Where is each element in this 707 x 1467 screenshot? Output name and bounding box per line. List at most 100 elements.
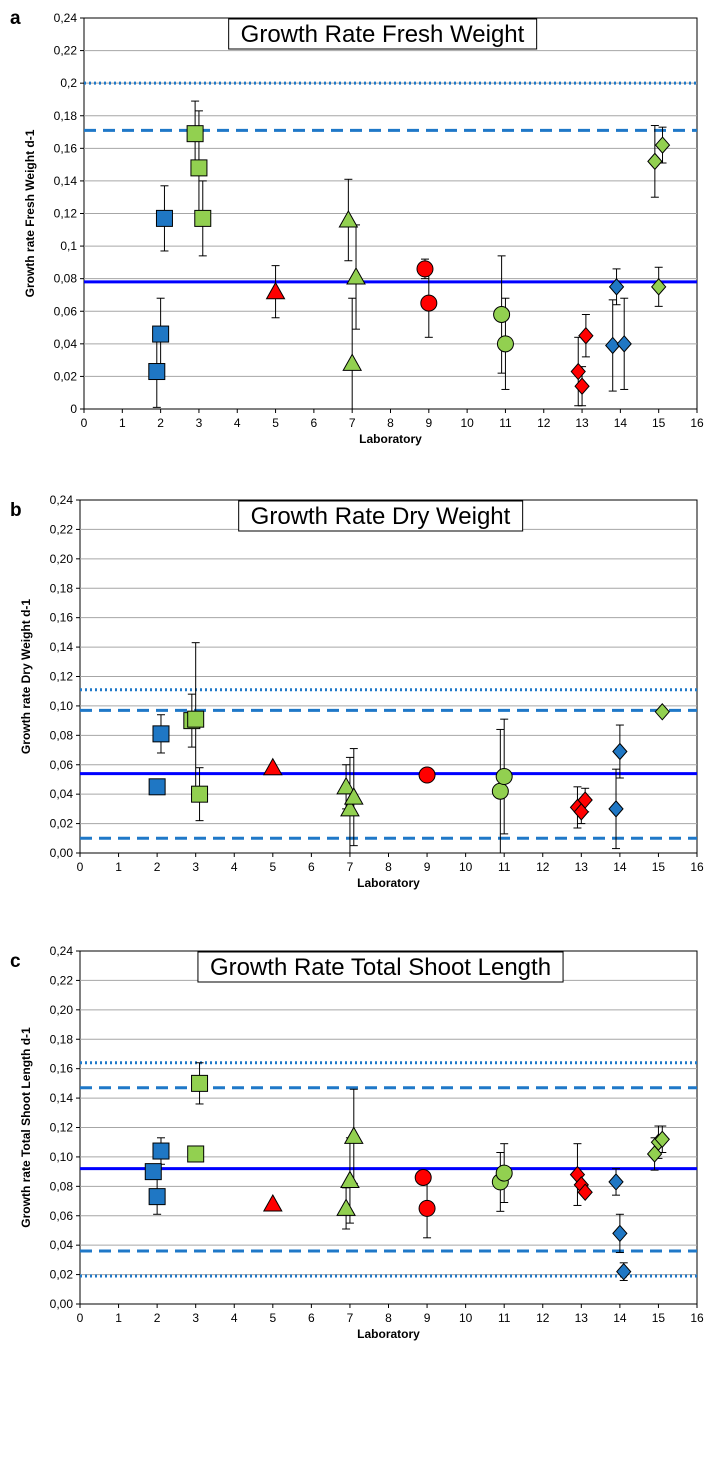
data-point-triangle [343, 787, 364, 805]
x-tick-label: 8 [385, 860, 392, 874]
data-point-square [148, 1188, 166, 1206]
x-tick-label: 6 [308, 1311, 315, 1325]
data-point-square [152, 325, 170, 343]
y-tick-label: 0 [70, 402, 77, 416]
data-point-circle [495, 768, 513, 786]
x-axis-label: Laboratory [357, 1327, 420, 1341]
data-point-triangle [265, 281, 286, 300]
x-tick-label: 6 [311, 416, 318, 430]
data-point-diamond [608, 800, 624, 818]
x-tick-label: 1 [115, 860, 122, 874]
y-tick-label: 0,16 [50, 611, 74, 625]
y-tick-label: 0,06 [54, 304, 78, 318]
x-tick-label: 3 [192, 1311, 199, 1325]
data-point-diamond [651, 278, 667, 296]
x-tick-label: 4 [231, 860, 238, 874]
x-tick-label: 5 [269, 860, 276, 874]
y-tick-label: 0,06 [50, 1209, 74, 1223]
x-tick-label: 16 [690, 860, 704, 874]
data-point-circle [418, 1199, 436, 1217]
x-tick-label: 8 [387, 416, 394, 430]
y-tick-label: 0,18 [50, 1032, 74, 1046]
data-point-diamond [574, 377, 590, 395]
y-tick-label: 0,04 [50, 787, 74, 801]
data-point-triangle [262, 757, 283, 776]
x-tick-label: 12 [537, 416, 551, 430]
x-tick-label: 14 [613, 860, 627, 874]
data-point-square [186, 125, 204, 143]
y-tick-label: 0,10 [50, 699, 74, 713]
y-tick-label: 0,22 [50, 973, 74, 987]
y-tick-label: 0,14 [54, 174, 78, 188]
y-tick-label: 0,20 [50, 552, 74, 566]
y-tick-label: 0,1 [60, 239, 77, 253]
x-tick-label: 7 [347, 860, 354, 874]
y-tick-label: 0,12 [50, 1121, 74, 1135]
x-tick-label: 0 [81, 416, 88, 430]
data-point-square [148, 778, 166, 796]
data-point-diamond [654, 136, 671, 154]
x-tick-label: 0 [77, 1311, 84, 1325]
x-tick-label: 7 [347, 1311, 354, 1325]
data-point-triangle [338, 209, 359, 228]
y-axis-label: Growth rate Fresh Weight d-1 [23, 129, 37, 297]
data-point-circle [496, 335, 514, 353]
panel-a: 0 0,02 0,04 0,06 0,08 0,1 0,12 0,14 0,16 0,18 0,2 0… [10, 8, 704, 446]
x-tick-label: 4 [234, 416, 241, 430]
x-tick-label: 11 [499, 416, 512, 430]
data-point-circle [491, 782, 509, 800]
panel-label: b [10, 500, 22, 521]
data-point-square [152, 725, 170, 743]
x-tick-label: 5 [272, 416, 279, 430]
y-tick-label: 0,00 [50, 846, 74, 860]
data-point-diamond [612, 1224, 628, 1243]
x-tick-label: 2 [154, 1311, 161, 1325]
chart-title: Growth Rate Fresh Weight [241, 21, 525, 48]
y-tick-label: 0,14 [50, 640, 74, 654]
x-tick-label: 15 [652, 860, 666, 874]
data-point-diamond [577, 1183, 593, 1201]
x-tick-label: 12 [536, 860, 550, 874]
x-tick-label: 11 [498, 860, 511, 874]
data-point-square [190, 159, 208, 177]
y-tick-label: 0,24 [50, 493, 74, 507]
y-tick-label: 0,22 [50, 522, 74, 536]
y-tick-label: 0,08 [50, 728, 74, 742]
y-tick-label: 0,10 [50, 1150, 74, 1164]
data-point-circle [493, 306, 511, 324]
data-point-circle [420, 294, 438, 312]
y-axis-label: Growth rate Dry Weight d-1 [19, 599, 33, 754]
data-point-square [187, 1145, 205, 1163]
y-tick-label: 0,02 [50, 817, 74, 831]
x-tick-label: 9 [424, 860, 431, 874]
title-box [238, 500, 524, 532]
y-tick-label: 0,20 [50, 1003, 74, 1017]
y-tick-label: 0,02 [54, 369, 78, 383]
x-tick-label: 4 [231, 1311, 238, 1325]
data-point-square [187, 710, 205, 728]
x-tick-label: 3 [196, 416, 203, 430]
data-point-square [194, 209, 212, 227]
x-tick-label: 1 [115, 1311, 122, 1325]
y-tick-label: 0,18 [54, 109, 78, 123]
data-point-square [191, 1074, 209, 1092]
panel-label: a [10, 8, 21, 29]
title-box [228, 18, 538, 50]
data-point-square [152, 1142, 170, 1160]
y-tick-label: 0,2 [60, 76, 77, 90]
data-point-diamond [654, 703, 670, 721]
x-axis-label: Laboratory [357, 876, 420, 890]
x-tick-label: 1 [119, 416, 126, 430]
x-tick-label: 6 [308, 860, 315, 874]
data-point-diamond [654, 1130, 670, 1149]
x-tick-label: 15 [652, 416, 666, 430]
x-tick-label: 13 [575, 1311, 589, 1325]
panel-b: 0,00 0,02 0,04 0,06 0,08 0,10 0,12 0,14 0,16 0,18… [10, 493, 704, 890]
data-point-triangle [343, 1126, 364, 1144]
x-tick-label: 13 [575, 416, 589, 430]
panel-label: c [10, 951, 21, 972]
data-point-circle [495, 1164, 513, 1182]
y-tick-label: 0,12 [50, 670, 74, 684]
chart-title: Growth Rate Total Shoot Length [210, 954, 551, 981]
